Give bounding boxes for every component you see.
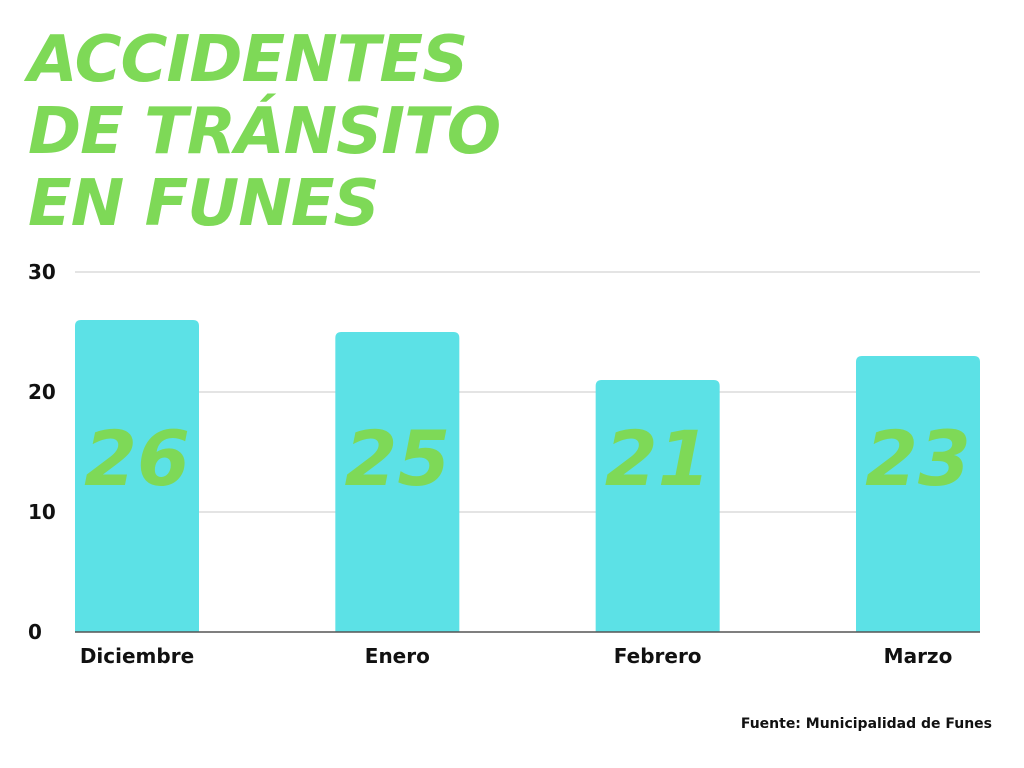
x-tick-label-marzo: Marzo bbox=[884, 644, 953, 668]
y-tick-label-0: 0 bbox=[28, 620, 42, 644]
bar-febrero bbox=[595, 380, 720, 632]
bar-diciembre bbox=[75, 320, 199, 632]
y-axis-ticks: 0 10 20 30 bbox=[28, 260, 56, 644]
bar-value-label-febrero: 21 bbox=[605, 414, 711, 503]
bar-value-labels: 26 25 21 23 bbox=[84, 414, 971, 503]
y-tick-label-20: 20 bbox=[28, 380, 56, 404]
bar-value-label-enero: 25 bbox=[344, 414, 450, 503]
chart-title-line-3: EN FUNES bbox=[28, 167, 380, 241]
chart-title-line-1: ACCIDENTES bbox=[28, 23, 468, 97]
grid-lines bbox=[75, 271, 980, 513]
bar-value-label-marzo: 23 bbox=[865, 414, 971, 503]
bar-enero bbox=[335, 332, 460, 632]
chart-title: ACCIDENTES DE TRÁNSITO EN FUNES bbox=[28, 23, 501, 241]
bars bbox=[75, 320, 980, 632]
x-tick-label-diciembre: Diciembre bbox=[80, 644, 194, 668]
x-tick-label-febrero: Febrero bbox=[614, 644, 702, 668]
x-tick-label-enero: Enero bbox=[365, 644, 430, 668]
bar-marzo bbox=[856, 356, 980, 632]
source-note: Fuente: Municipalidad de Funes bbox=[740, 716, 992, 732]
y-tick-label-30: 30 bbox=[28, 260, 56, 284]
x-axis-ticks: Diciembre Enero Febrero Marzo bbox=[80, 644, 952, 668]
chart-title-line-2: DE TRÁNSITO bbox=[28, 95, 501, 169]
bar-value-label-diciembre: 26 bbox=[84, 414, 190, 503]
y-tick-label-10: 10 bbox=[28, 500, 56, 524]
